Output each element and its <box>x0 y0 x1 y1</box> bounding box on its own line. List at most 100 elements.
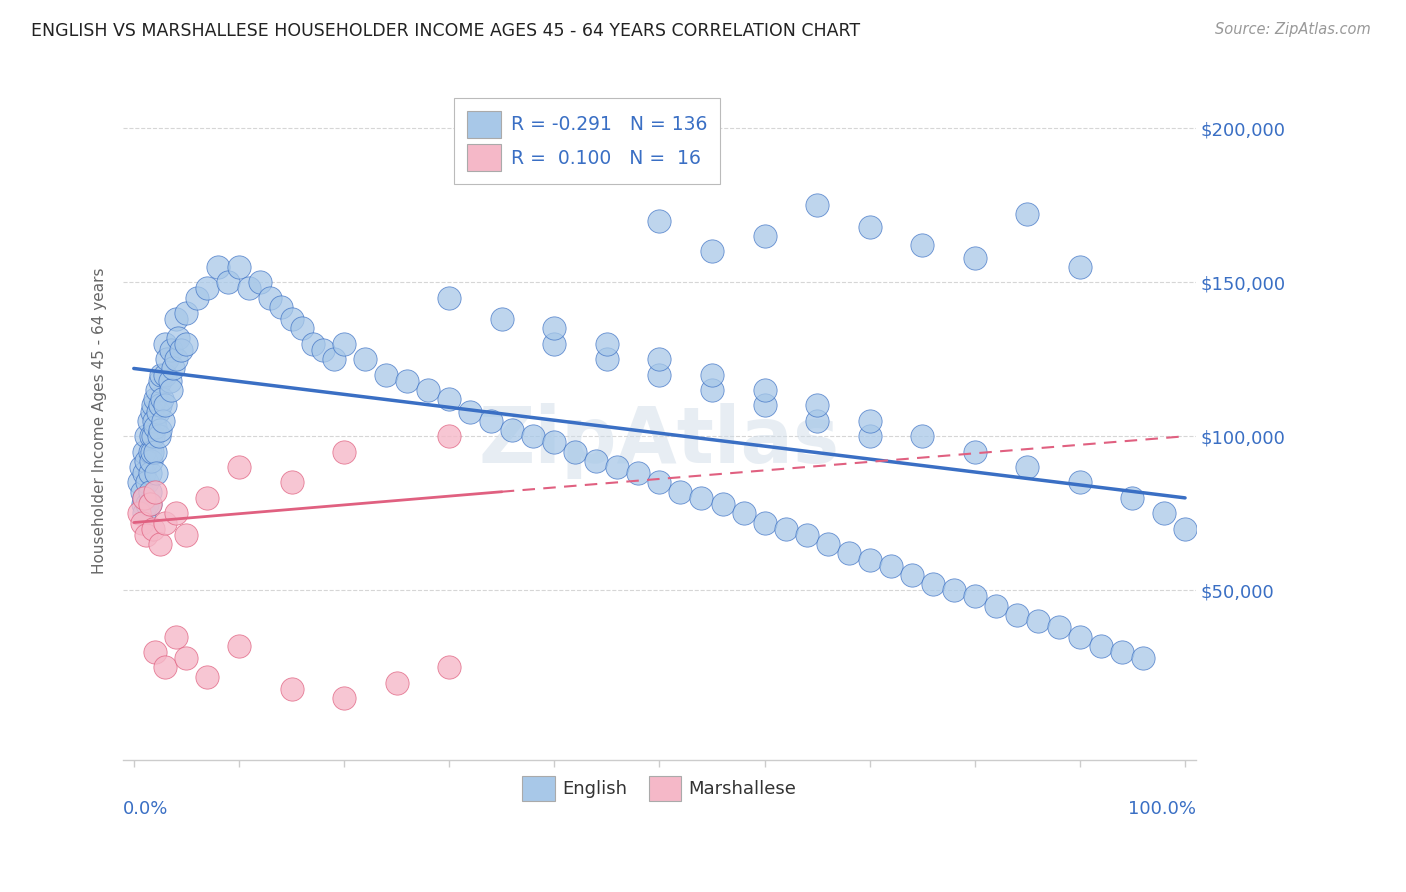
Point <box>1174 522 1197 536</box>
Point <box>859 414 882 428</box>
Point <box>167 331 190 345</box>
Point <box>142 399 165 413</box>
Point <box>1069 260 1091 274</box>
Point <box>880 558 903 573</box>
Point <box>491 312 513 326</box>
Point <box>700 244 723 259</box>
Point <box>437 392 460 407</box>
Point <box>165 352 187 367</box>
Point <box>322 352 344 367</box>
Point <box>921 577 943 591</box>
Point <box>138 497 160 511</box>
Point <box>911 429 934 443</box>
Point <box>228 260 250 274</box>
Point <box>733 506 755 520</box>
Point <box>437 660 460 674</box>
Point <box>942 583 965 598</box>
Point <box>135 454 157 468</box>
Point <box>479 414 502 428</box>
Point <box>754 399 776 413</box>
Point <box>142 522 165 536</box>
Point <box>134 491 156 505</box>
Point <box>155 368 177 382</box>
Point <box>138 497 160 511</box>
Point <box>146 383 169 397</box>
Point <box>796 528 818 542</box>
Point <box>134 491 156 505</box>
Point <box>806 414 828 428</box>
Point <box>648 475 671 490</box>
Legend: English, Marshallese: English, Marshallese <box>515 768 804 808</box>
Point <box>249 275 271 289</box>
Point <box>817 537 839 551</box>
Point <box>139 429 162 443</box>
Point <box>754 229 776 244</box>
Text: 0.0%: 0.0% <box>124 800 169 819</box>
Point <box>186 291 208 305</box>
Point <box>596 352 619 367</box>
Point <box>1132 651 1154 665</box>
Point <box>501 423 523 437</box>
Point <box>159 343 181 357</box>
Point <box>155 660 177 674</box>
Point <box>1153 506 1175 520</box>
Point <box>859 429 882 443</box>
Point <box>176 528 198 542</box>
Point <box>354 352 377 367</box>
Point <box>197 491 219 505</box>
Point <box>143 645 166 659</box>
Point <box>1047 620 1070 634</box>
Point <box>138 467 160 481</box>
Text: 100.0%: 100.0% <box>1128 800 1195 819</box>
Point <box>197 281 219 295</box>
Text: ENGLISH VS MARSHALLESE HOUSEHOLDER INCOME AGES 45 - 64 YEARS CORRELATION CHART: ENGLISH VS MARSHALLESE HOUSEHOLDER INCOM… <box>31 22 860 40</box>
Point <box>238 281 260 295</box>
Point <box>806 198 828 212</box>
Point <box>301 336 323 351</box>
Point <box>146 404 169 418</box>
Point <box>963 251 986 265</box>
Point <box>700 368 723 382</box>
Point <box>375 368 398 382</box>
Point <box>1111 645 1133 659</box>
Point <box>711 497 734 511</box>
Point <box>135 528 157 542</box>
Point <box>270 300 292 314</box>
Point <box>143 444 166 458</box>
Point <box>291 321 314 335</box>
Point <box>648 368 671 382</box>
Point <box>152 414 174 428</box>
Point <box>312 343 335 357</box>
Point <box>385 675 408 690</box>
Point <box>132 497 155 511</box>
Point <box>176 306 198 320</box>
Point <box>155 399 177 413</box>
Point <box>648 352 671 367</box>
Point <box>259 291 281 305</box>
Point <box>138 484 160 499</box>
Point <box>690 491 713 505</box>
Point <box>648 213 671 227</box>
Point <box>396 374 419 388</box>
Point <box>155 336 177 351</box>
Point <box>131 484 153 499</box>
Point <box>754 516 776 530</box>
Point <box>149 537 172 551</box>
Point <box>543 336 565 351</box>
Point <box>134 444 156 458</box>
Point <box>141 404 163 418</box>
Point <box>585 454 607 468</box>
Point <box>333 691 356 706</box>
Point <box>522 429 544 443</box>
Point <box>437 429 460 443</box>
Point <box>1121 491 1143 505</box>
Point <box>859 552 882 566</box>
Point <box>159 374 181 388</box>
Point <box>128 506 150 520</box>
Point <box>165 506 187 520</box>
Point <box>138 414 160 428</box>
Point <box>627 467 650 481</box>
Point <box>806 399 828 413</box>
Point <box>543 435 565 450</box>
Point <box>1017 460 1039 475</box>
